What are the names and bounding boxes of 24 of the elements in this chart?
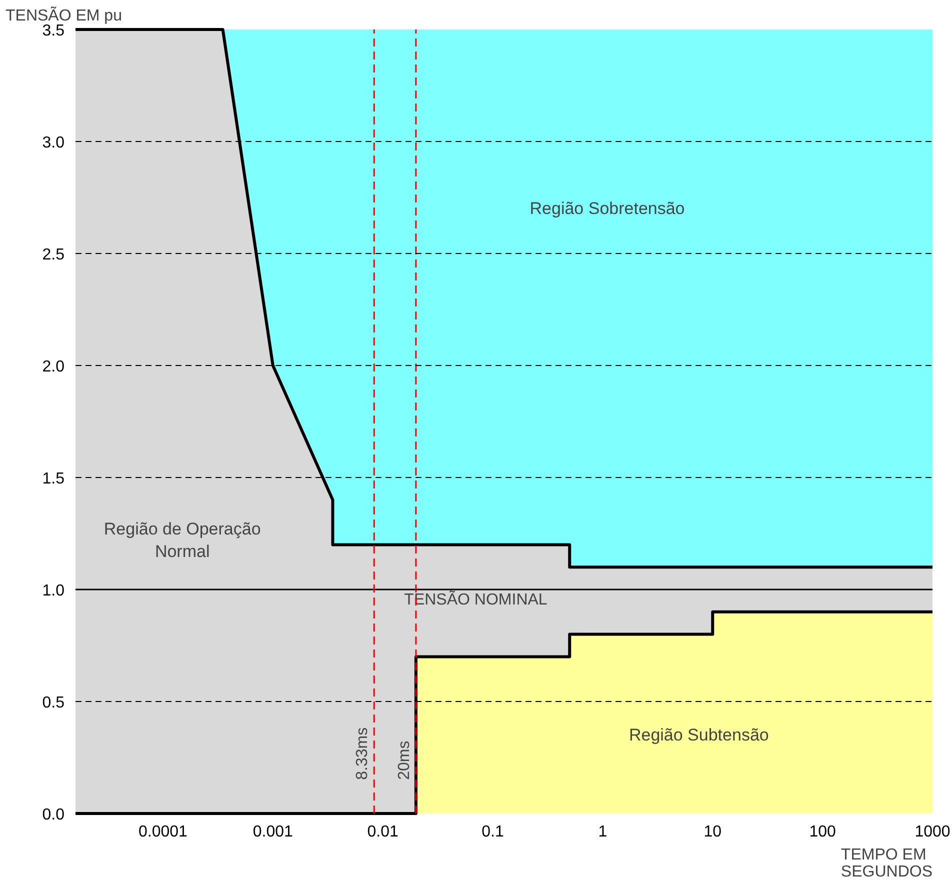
y-tick-label: 1.5 — [42, 470, 65, 488]
annotation: Região de Operação Normal — [104, 519, 261, 562]
y-tick-label: 0.5 — [42, 694, 65, 712]
x-tick-label: 0.0001 — [138, 824, 188, 840]
y-tick-label: 2.0 — [42, 358, 65, 376]
y-axis-title: TENSÃO EM pu — [6, 6, 122, 24]
x-tick-label: 10 — [704, 824, 722, 840]
x-tick-label: 0.01 — [367, 824, 399, 840]
x-tick-label: 100 — [809, 824, 836, 840]
y-tick-label: 1.0 — [42, 582, 65, 600]
x-tick-label: 0.1 — [482, 824, 504, 840]
annotation: Região Sobretensão — [530, 199, 685, 218]
y-tick-label: 3.5 — [42, 22, 65, 40]
x-tick-label: 1 — [598, 824, 608, 840]
y-tick-label: 0.0 — [42, 806, 65, 824]
x-tick-label: 1000 — [914, 824, 950, 840]
ref-line-label: 8.33ms — [354, 727, 372, 780]
ref-line-label: 20ms — [396, 740, 413, 780]
x-axis-title: TEMPO EM SEGUNDOS — [840, 846, 933, 880]
y-tick-label: 2.5 — [42, 246, 65, 264]
x-tick-label: 0.001 — [252, 824, 294, 840]
annotation: Região Subtensão — [628, 726, 769, 745]
ref-line-label: TENSÃO NOMINAL — [404, 590, 548, 608]
y-tick-label: 3.0 — [42, 134, 65, 152]
